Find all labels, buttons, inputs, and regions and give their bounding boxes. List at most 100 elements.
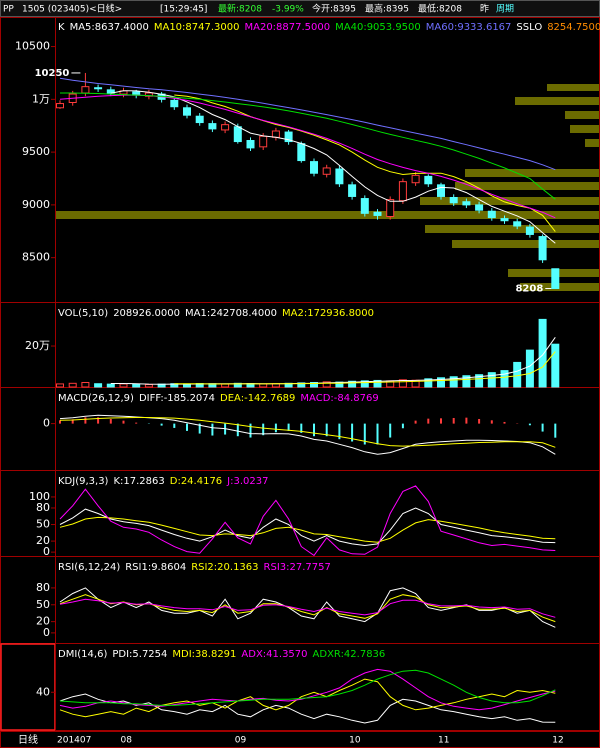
legend-entry: PDI:5.7254 (112, 649, 167, 660)
low: 最低:8208 (418, 3, 462, 15)
indicator-line (110, 90, 556, 244)
volume-profile-bar (547, 84, 599, 91)
volume-profile-bar (585, 139, 599, 147)
y-tick-label: 8500 (22, 251, 50, 264)
volume-profile-bar (455, 182, 599, 190)
legend-entry: MDI:38.8291 (172, 649, 236, 660)
legend-entry: MA2:172936.8000 (282, 308, 374, 319)
panel-title: DMI(14,6) (58, 649, 107, 660)
volume-bar (360, 380, 369, 388)
candle-body (233, 126, 242, 143)
volume-bar (106, 383, 115, 388)
indicator-line (59, 417, 556, 448)
legend-entry: MA1:242708.4000 (185, 308, 277, 319)
candle-body (284, 131, 293, 143)
candle-body (297, 143, 306, 162)
legend-entry: MA20:8877.5000 (244, 22, 330, 33)
x-tick-label: 09 (235, 736, 247, 746)
y-tick-label: 20 (36, 615, 50, 628)
volume-bar (56, 383, 64, 388)
volume-bar (449, 376, 458, 388)
candle-body (195, 115, 204, 124)
candle-body (310, 161, 318, 174)
legend-entry: ADX:41.3570 (241, 649, 307, 660)
volume-bar (132, 383, 141, 388)
legend-entry: DIFF:-185.2074 (139, 393, 215, 404)
candle-body (94, 87, 103, 90)
candle-body (221, 124, 230, 131)
y-tick-label: 0 (43, 545, 50, 558)
legend-entry: MACD:-84.8769 (300, 393, 378, 404)
volume-bar (513, 361, 522, 388)
volume-bar (322, 381, 331, 388)
legend-entry: K:17.2863 (113, 476, 164, 487)
volume-bar (310, 381, 318, 388)
change: -3.99% (272, 5, 304, 15)
candle-body (373, 211, 382, 216)
legend-entry: D:24.4176 (170, 476, 222, 487)
volume-profile-bar (520, 283, 599, 291)
volume-profile-bar (515, 97, 599, 105)
volume-bar (437, 377, 445, 388)
legend-entry: J:3.0237 (226, 476, 268, 487)
y-tick-label: 50 (36, 598, 50, 611)
last-annotation: 8208 (515, 283, 543, 294)
latest: 最新:8208 (218, 3, 262, 15)
candle-body (348, 184, 357, 197)
volume-bar (525, 349, 534, 388)
legend-entry: DEA:-142.7689 (220, 393, 295, 404)
candle-body (271, 130, 280, 138)
x-axis-label: 日线 (18, 733, 38, 746)
volume-bar (348, 380, 357, 388)
prev[interactable]: 昨 (480, 3, 489, 15)
legend-entry: RSI3:27.7757 (264, 562, 331, 573)
legend-entry: RSI1:9.8604 (125, 562, 186, 573)
candle-body (475, 204, 484, 211)
volume-profile-bar (565, 111, 599, 119)
indicator-line (59, 598, 556, 618)
y-tick-label: 0 (43, 626, 50, 639)
candle-body (386, 199, 395, 218)
volume-profile-bar (452, 240, 599, 248)
volume-bar (500, 370, 509, 388)
candle-body (551, 268, 560, 289)
volume-bar (462, 375, 471, 388)
volume-bar (475, 374, 484, 388)
volume-profile-bar (570, 125, 599, 133)
contract: 1505 (023405)<日线> (22, 3, 122, 15)
candle-body (462, 201, 471, 206)
candle-body (500, 218, 509, 222)
volume-profile-bar (56, 211, 599, 219)
volume-bar (144, 384, 153, 388)
indicator-line (59, 516, 556, 543)
candle-body (322, 167, 331, 175)
candle-body (424, 175, 433, 185)
y-tick-label: 20万 (25, 339, 50, 352)
candle-body (437, 184, 445, 197)
volume-bar (94, 383, 103, 388)
volume-bar (81, 381, 90, 388)
y-tick-label: 40 (36, 685, 50, 698)
candle-body (56, 103, 64, 109)
candle-body (360, 198, 369, 214)
candle-body (246, 140, 255, 149)
x-tick-label: 08 (121, 736, 133, 746)
period[interactable]: 周期 (496, 4, 514, 15)
y-tick-label: 100 (29, 490, 50, 503)
x-tick-label: 12 (552, 736, 563, 746)
indicator-line (59, 485, 556, 557)
legend-entry: MA60:9333.6167 (426, 22, 512, 33)
legend-entry: MA5:8637.4000 (70, 22, 149, 33)
y-tick-label: 9000 (22, 198, 50, 211)
frames (0, 17, 600, 748)
volume-bar (68, 382, 77, 388)
indicator-label: SSLO (516, 22, 542, 33)
candle-body (144, 92, 153, 97)
y-tick-label: 80 (36, 581, 50, 594)
legend-entry: 208926.0000 (113, 308, 180, 319)
panel-title: K (58, 22, 65, 33)
x-tick-label: 201407 (57, 736, 91, 746)
